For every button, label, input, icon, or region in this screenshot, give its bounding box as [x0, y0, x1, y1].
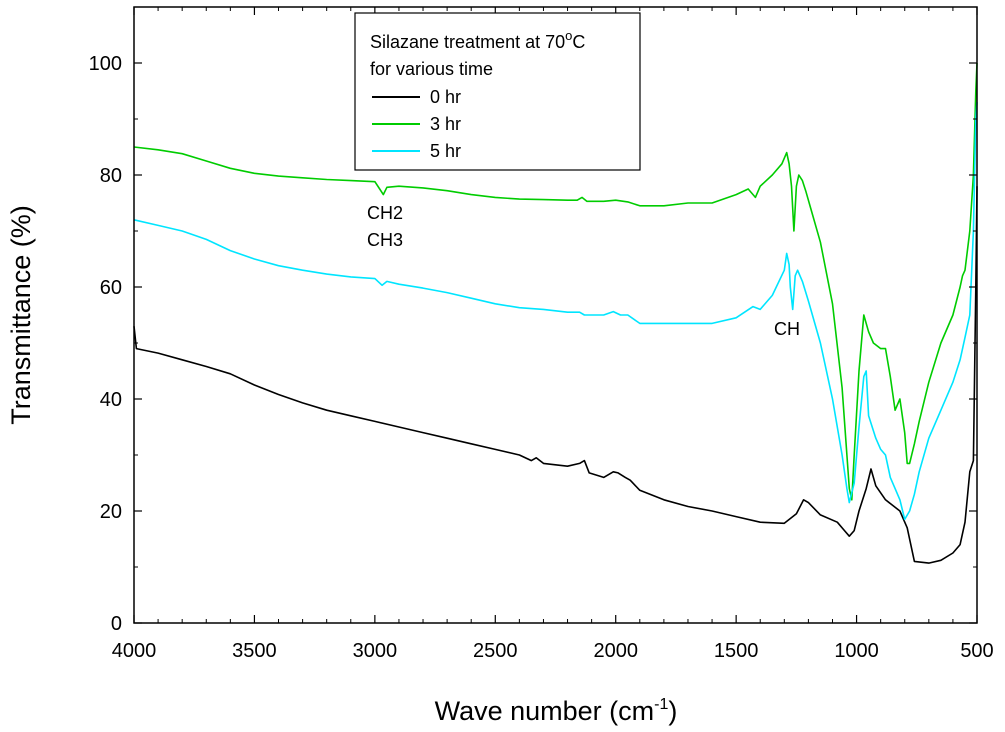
series-line-0 [133, 186, 978, 564]
ticks-layer [133, 7, 978, 624]
legend-label-1: 3 hr [430, 114, 461, 134]
annotation-ch2: CH2 [367, 203, 403, 223]
x-tick-label: 500 [960, 640, 993, 662]
x-tick-label: 2000 [593, 640, 638, 662]
annotation-ch: CH [774, 319, 800, 339]
legend-box [354, 12, 641, 171]
plot-frame [133, 6, 978, 624]
legend-label-2: 5 hr [430, 141, 461, 161]
x-tick-label: 1500 [714, 640, 759, 662]
x-tick-label: 1000 [834, 640, 879, 662]
annotation-ch3: CH3 [367, 230, 403, 250]
x-tick-label: 3000 [353, 640, 398, 662]
y-tick-label: 60 [100, 277, 122, 299]
y-tick-label: 100 [89, 53, 122, 75]
y-tick-label: 80 [100, 165, 122, 187]
legend-title-line2: for various time [370, 59, 493, 79]
series-line-2 [133, 102, 978, 521]
x-tick-label: 2500 [473, 640, 518, 662]
tick-labels: 4000 3500 3000 2500 2000 1500 1000 500 0 20 40 60 80… [89, 53, 994, 662]
legend-entries: 0 hr 3 hr 5 hr [372, 87, 461, 161]
y-tick-label: 40 [100, 389, 122, 411]
y-axis-title: Transmittance (%) [6, 205, 36, 425]
legend-title-line1: Silazane treatment at 70oC [370, 28, 585, 52]
series-layer [133, 62, 978, 564]
y-tick-label: 20 [100, 501, 122, 523]
legend-label-0: 0 hr [430, 87, 461, 107]
legend: Silazane treatment at 70oC for various t… [354, 12, 641, 171]
x-tick-label: 4000 [112, 640, 157, 662]
x-axis-title: Wave number (cm-1) [435, 696, 678, 726]
x-tick-label: 3500 [232, 640, 277, 662]
series-line-1 [133, 62, 978, 501]
y-tick-label: 0 [111, 613, 122, 635]
